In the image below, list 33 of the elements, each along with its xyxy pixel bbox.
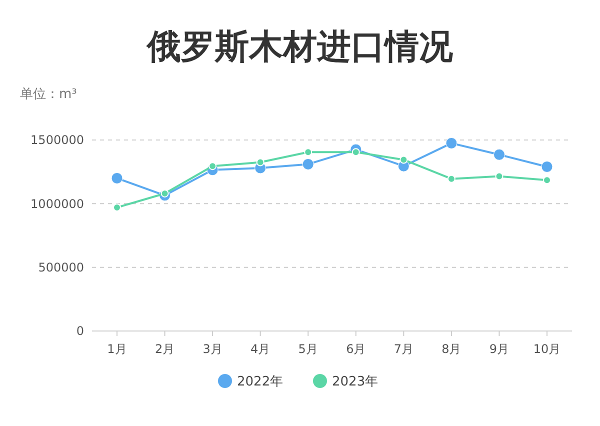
legend-label: 2023年 (332, 374, 378, 390)
y-tick-label: 1500000 (30, 133, 84, 148)
point (541, 160, 553, 172)
x-tick-label: 2月 (154, 342, 175, 356)
point (304, 148, 312, 156)
point (543, 176, 551, 184)
x-tick-label: 6月 (346, 342, 366, 356)
legend-label: 2022年 (237, 374, 284, 390)
x-tick-label: 10月 (533, 342, 561, 356)
y-tick-label: 0 (76, 324, 84, 338)
point (111, 172, 123, 184)
x-tick-label: 1月 (107, 342, 127, 356)
point (256, 158, 264, 166)
point (113, 203, 121, 212)
x-tick-label: 5月 (298, 342, 318, 356)
y-tick-label: 1000000 (30, 196, 84, 211)
point (208, 162, 217, 170)
x-tick-label: 9月 (489, 342, 510, 356)
point (447, 174, 456, 183)
x-tick-label: 3月 (202, 342, 222, 356)
point (493, 148, 505, 160)
y-tick-label: 500000 (38, 260, 84, 275)
x-tick-label: 4月 (250, 342, 270, 356)
point (400, 156, 408, 164)
chart-subtitle: 单位：m³ (20, 87, 77, 102)
point (160, 189, 169, 198)
point (352, 148, 360, 156)
x-tick-label: 8月 (442, 342, 462, 356)
point (302, 158, 314, 170)
point (446, 137, 458, 149)
chart-title: 俄罗斯木材进口情况 (146, 27, 454, 67)
x-tick-label: 7月 (394, 342, 414, 356)
point (495, 172, 504, 180)
